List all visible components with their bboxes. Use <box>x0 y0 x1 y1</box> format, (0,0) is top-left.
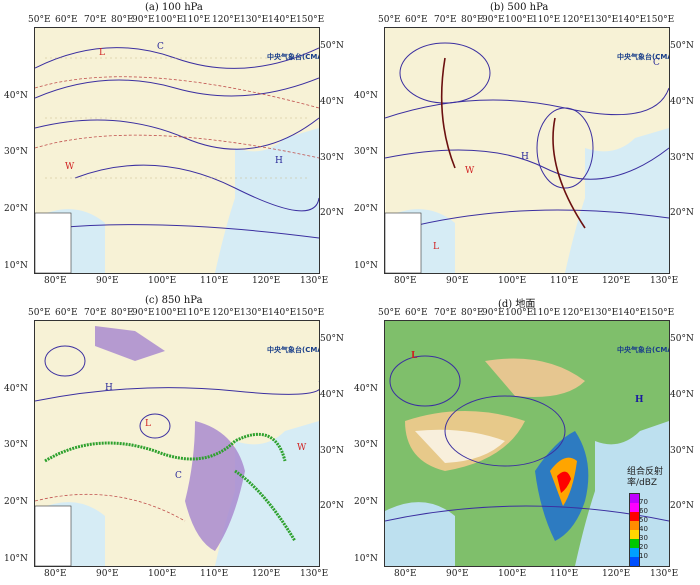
legend-title-1: 组合反射 <box>627 467 664 477</box>
low-marker: L <box>411 351 418 361</box>
warm-marker: W <box>65 162 75 172</box>
map-drawing <box>385 42 669 273</box>
high-marker: H <box>275 156 283 166</box>
panel-b: (b) 500 hPa H L W C 中央气象台(CMA) 50°E 60° <box>354 2 694 286</box>
panel-d: (d) 地面 H L 中央气象台(CMA) 组合反射 率/dBZ <box>350 293 700 585</box>
high-marker: H <box>635 395 644 405</box>
legend-tick: 50 <box>639 516 648 524</box>
cma-logo-text: 中央气象台(CMA) <box>267 53 319 61</box>
legend-tick: 30 <box>639 534 648 542</box>
legend-tick: 10 <box>639 552 648 560</box>
map-area: H L W C 中央气象台(CMA) <box>34 27 320 274</box>
legend-tick: 40 <box>639 525 648 533</box>
legend-title-2: 率/dBZ <box>627 478 658 488</box>
map-drawing <box>385 355 669 566</box>
map-drawing <box>35 326 319 566</box>
warm-marker: W <box>297 443 307 453</box>
panel-title: (d) 地面 <box>498 299 536 310</box>
high-marker: H <box>521 152 529 162</box>
map-area: H L 中央气象台(CMA) 组合反射 率/dBZ 70 60 50 <box>384 320 670 567</box>
map-drawing <box>35 47 319 273</box>
map-area: H L W C 中央气象台(CMA) <box>34 320 320 567</box>
warm-marker: W <box>465 166 475 176</box>
map-area: H L W C 中央气象台(CMA) <box>384 27 670 274</box>
cold-marker: C <box>175 471 182 481</box>
panel-title: (b) 500 hPa <box>490 2 549 13</box>
reflectivity-legend: 组合反射 率/dBZ 70 60 50 40 30 20 1 <box>627 467 669 566</box>
cma-logo-text: 中央气象台(CMA) <box>617 53 669 61</box>
high-marker: H <box>105 383 113 393</box>
panel-title: (c) 850 hPa <box>145 295 203 306</box>
cma-logo-text: 中央气象台(CMA) <box>617 346 669 354</box>
cma-logo-text: 中央气象台(CMA) <box>267 346 319 354</box>
low-marker: L <box>99 48 105 58</box>
low-marker: L <box>145 419 151 429</box>
panel-title: (a) 100 hPa <box>145 2 203 13</box>
low-marker: L <box>433 242 439 252</box>
legend-tick: 60 <box>639 507 648 515</box>
panel-a: (a) 100 hPa H L W C 中央气象台(CMA) 50°E <box>4 2 344 286</box>
cold-marker: C <box>157 42 164 52</box>
legend-colorbar <box>629 493 640 566</box>
panel-c: (c) 850 hPa H L W C 中央气象台(CMA) 50°E <box>4 295 344 579</box>
legend-tick: 70 <box>639 498 648 506</box>
legend-tick: 20 <box>639 543 648 551</box>
cold-marker: C <box>653 58 660 68</box>
